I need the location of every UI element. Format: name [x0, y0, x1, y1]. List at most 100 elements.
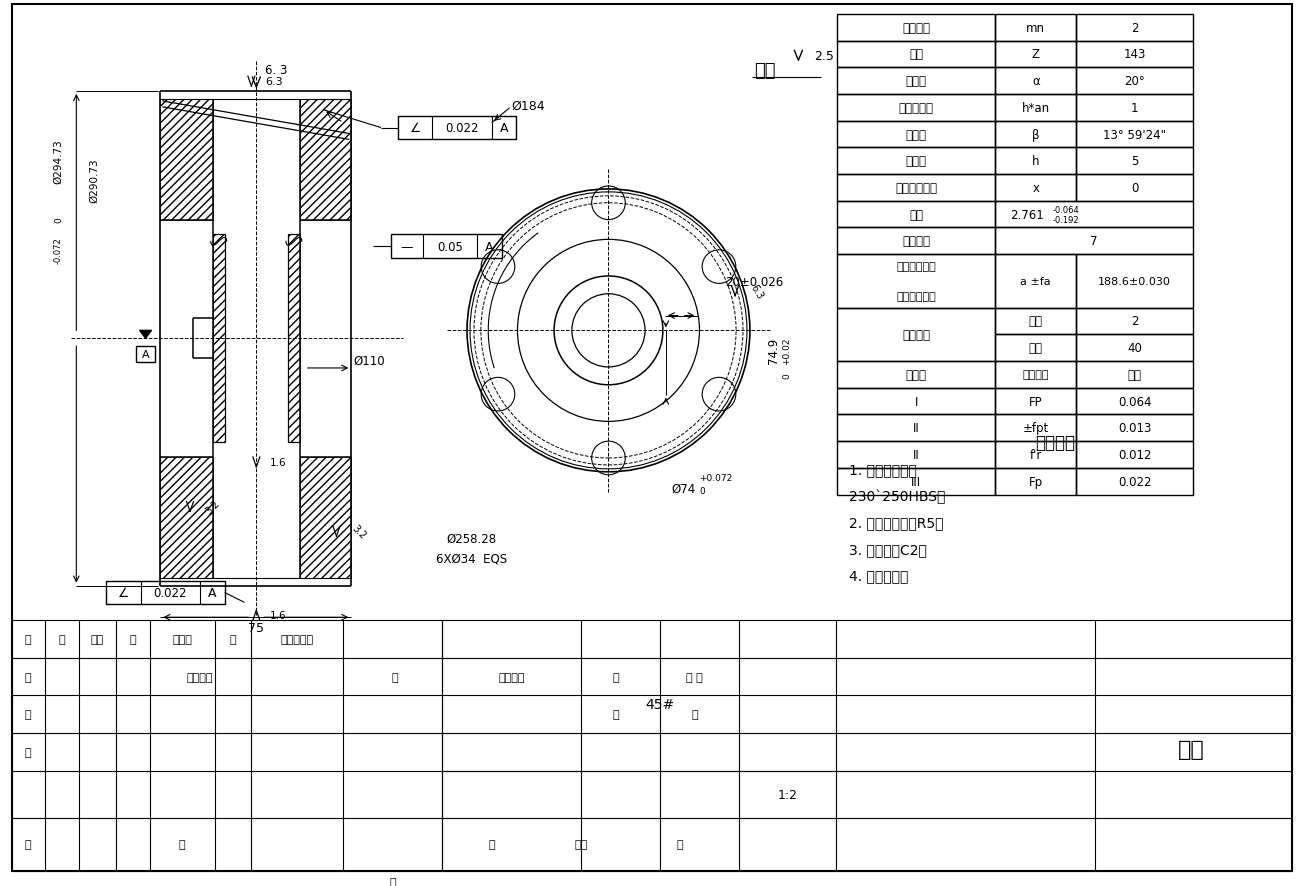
- Text: 0: 0: [53, 217, 63, 223]
- Bar: [1076, 469, 1193, 495]
- Bar: [837, 441, 995, 469]
- Text: h*an: h*an: [1022, 102, 1050, 114]
- Bar: [995, 15, 1076, 42]
- Bar: [1076, 388, 1193, 415]
- Text: 2.5: 2.5: [814, 50, 835, 63]
- Bar: [995, 201, 1193, 229]
- Text: 齿轮: 齿轮: [1178, 739, 1205, 759]
- Text: 20±0.026: 20±0.026: [725, 276, 782, 289]
- Bar: [837, 68, 995, 95]
- Bar: [995, 42, 1076, 68]
- Text: 2. 未注圆角半径R5；: 2. 未注圆角半径R5；: [849, 516, 943, 530]
- Text: 准: 准: [390, 877, 396, 886]
- Text: II: II: [913, 422, 919, 435]
- Text: 0: 0: [699, 486, 705, 495]
- Text: 齿厚: 齿厚: [909, 208, 923, 222]
- Bar: [1076, 95, 1193, 121]
- Text: 1: 1: [1131, 102, 1138, 114]
- Bar: [837, 308, 995, 361]
- Text: Fp: Fp: [1029, 475, 1043, 488]
- Bar: [1076, 175, 1193, 201]
- Bar: [1076, 148, 1193, 175]
- Bar: [837, 42, 995, 68]
- Text: 数分: 数分: [90, 634, 104, 644]
- Text: 3.2: 3.2: [351, 523, 368, 540]
- Text: 重: 重: [612, 672, 618, 682]
- Bar: [837, 95, 995, 121]
- Bar: [995, 308, 1076, 335]
- Text: α: α: [1031, 75, 1039, 88]
- Text: 螺旋角: 螺旋角: [905, 128, 927, 142]
- Bar: [995, 68, 1076, 95]
- Text: 74.9: 74.9: [767, 338, 780, 364]
- Text: ∠: ∠: [409, 122, 421, 135]
- Bar: [391, 235, 502, 259]
- Text: 日: 日: [391, 672, 398, 682]
- Bar: [837, 469, 995, 495]
- Bar: [213, 235, 224, 443]
- Bar: [995, 441, 1076, 469]
- Text: A: A: [499, 122, 509, 135]
- Bar: [1076, 42, 1193, 68]
- Text: 3.2: 3.2: [203, 498, 222, 516]
- Text: 6.3: 6.3: [748, 283, 765, 300]
- Text: 述: 述: [59, 634, 65, 644]
- Text: 张: 张: [677, 839, 683, 849]
- Text: 1. 热处理调质，: 1. 热处理调质，: [849, 462, 917, 477]
- Text: Z: Z: [1031, 49, 1039, 61]
- Bar: [995, 469, 1076, 495]
- Text: FP: FP: [1029, 395, 1043, 408]
- Text: -0.064: -0.064: [1052, 206, 1080, 214]
- Text: f'r: f'r: [1030, 448, 1042, 462]
- Text: 13° 59'24": 13° 59'24": [1103, 128, 1166, 142]
- Text: 齿数: 齿数: [909, 49, 923, 61]
- Text: Ø294.73: Ø294.73: [53, 139, 64, 183]
- Text: 0.022: 0.022: [446, 122, 479, 135]
- Text: 6.3: 6.3: [265, 77, 283, 87]
- Bar: [837, 15, 995, 42]
- Text: 量: 量: [691, 710, 698, 719]
- Text: 45#: 45#: [645, 697, 674, 711]
- Text: 4. 清除毛刺。: 4. 清除毛刺。: [849, 569, 908, 583]
- Bar: [837, 415, 995, 441]
- Bar: [995, 148, 1076, 175]
- Text: 法向模数: 法向模数: [902, 21, 930, 35]
- Text: II: II: [913, 448, 919, 462]
- Bar: [837, 175, 995, 201]
- Text: 0.013: 0.013: [1118, 422, 1151, 435]
- Bar: [1076, 255, 1193, 308]
- Text: A: A: [142, 350, 150, 360]
- Bar: [995, 229, 1193, 255]
- Text: 批: 批: [179, 839, 185, 849]
- Text: 检查代号: 检查代号: [1022, 370, 1048, 380]
- Text: 7: 7: [1090, 235, 1098, 248]
- Text: 0.012: 0.012: [1118, 448, 1151, 462]
- Text: Ø110: Ø110: [353, 354, 385, 367]
- Bar: [837, 148, 995, 175]
- Text: 2: 2: [1131, 21, 1138, 35]
- Text: 计: 计: [25, 710, 31, 719]
- Bar: [837, 201, 995, 229]
- Text: A: A: [209, 587, 216, 599]
- Text: ∠: ∠: [117, 587, 129, 599]
- Text: 6. 3: 6. 3: [265, 64, 287, 77]
- Text: 1:2: 1:2: [777, 788, 798, 801]
- Text: 比 例: 比 例: [686, 672, 703, 682]
- Bar: [1076, 441, 1193, 469]
- Text: 公差组: 公差组: [905, 369, 927, 382]
- Text: 全齿高: 全齿高: [905, 155, 927, 168]
- Text: 径向变位系数: 径向变位系数: [895, 182, 938, 195]
- Bar: [1076, 415, 1193, 441]
- Text: 名年、月、: 名年、月、: [280, 634, 313, 644]
- Text: 143: 143: [1124, 49, 1146, 61]
- Text: 40: 40: [1127, 342, 1142, 354]
- Text: a ±fa: a ±fa: [1021, 276, 1051, 286]
- Bar: [160, 457, 213, 578]
- Text: 5: 5: [1131, 155, 1138, 168]
- Text: 0.064: 0.064: [1118, 395, 1151, 408]
- Bar: [995, 95, 1076, 121]
- Polygon shape: [140, 331, 151, 339]
- Bar: [837, 388, 995, 415]
- Text: 1.6: 1.6: [270, 610, 287, 620]
- Bar: [300, 100, 351, 221]
